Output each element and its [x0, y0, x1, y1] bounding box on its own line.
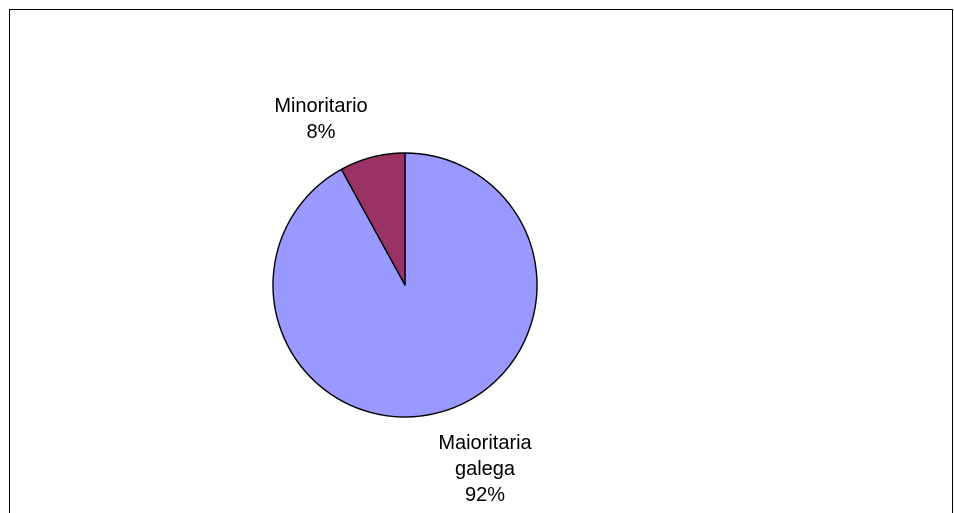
pie-slice-minoritario: [340, 152, 406, 286]
slice-percent-label: 8%: [307, 121, 336, 143]
slice-category-label: Minoritario: [274, 95, 367, 117]
slice-category-label: galega: [455, 458, 516, 480]
slice-percent-label: 92%: [465, 484, 505, 506]
pie-labels: Maioritaria galega 92% Minoritario 8%: [274, 95, 532, 506]
pie-slices: [272, 152, 538, 418]
slice-category-label: Maioritaria: [438, 432, 532, 454]
